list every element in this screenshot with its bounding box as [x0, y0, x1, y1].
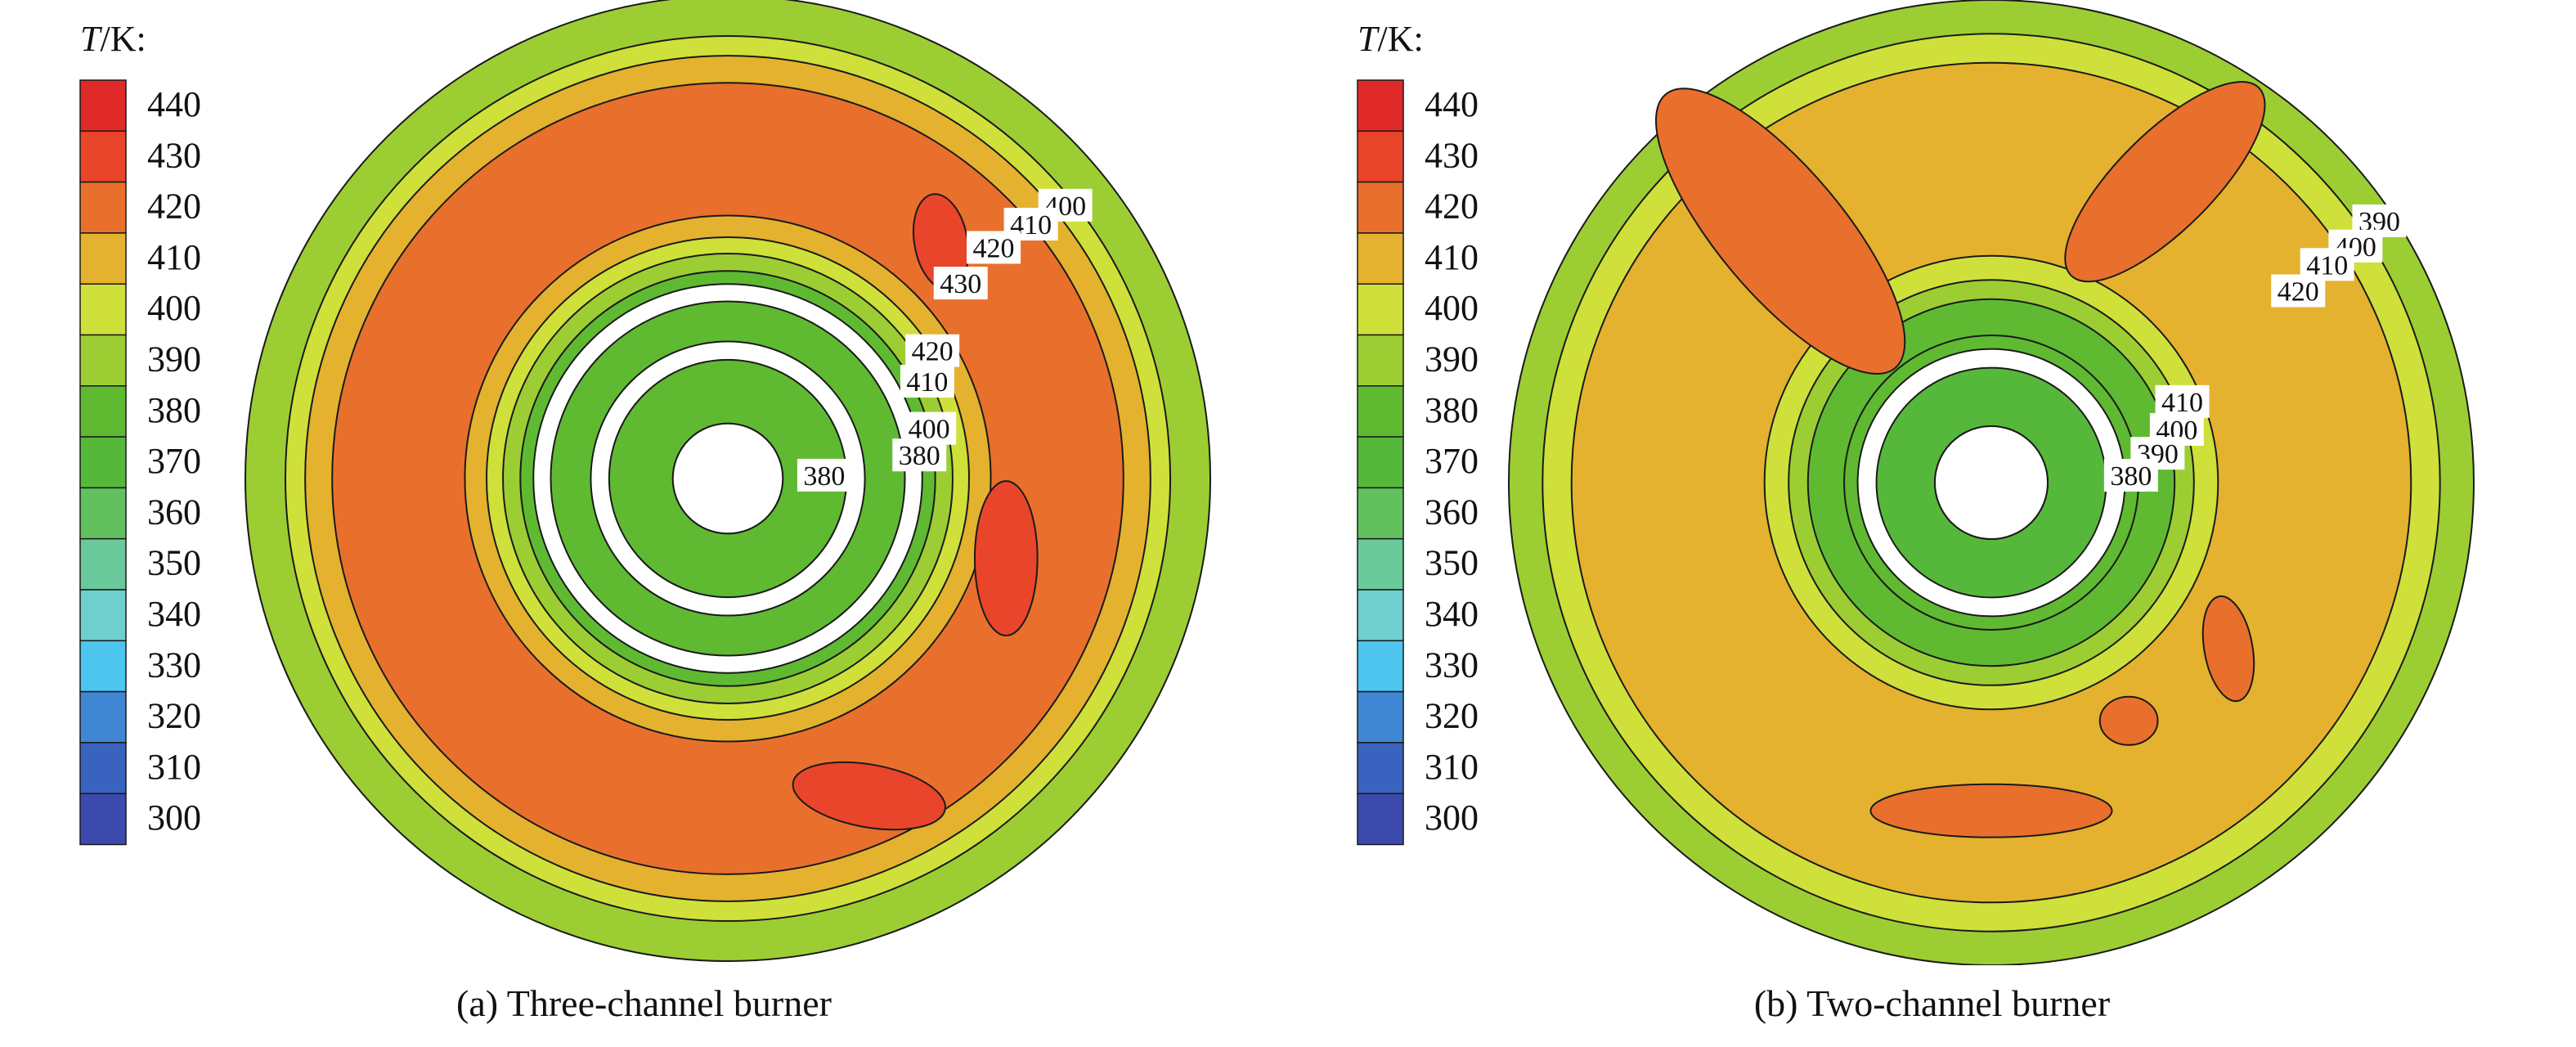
colorbar-band: [79, 436, 127, 489]
colorbar-tick-label: 410: [147, 237, 201, 277]
colorbar-title: T/K:: [80, 19, 146, 59]
panel-two-channel: T/K: 440 430 420 410 400 390 380 370 360 350 340 33…: [1288, 0, 2576, 1047]
colorbar-band: [79, 793, 127, 846]
contour-label-bg: [2155, 384, 2210, 418]
colorbar-band: [1357, 690, 1404, 744]
burner-center-hole: [1933, 425, 2049, 541]
contour-label-bg: [905, 334, 960, 367]
colorbar-tick-label: 420: [1425, 186, 1479, 227]
colorbar-band: [1357, 79, 1404, 133]
colorbar-band: [79, 742, 127, 794]
colorbar-band: [1357, 232, 1404, 285]
colorbar-band: [1357, 130, 1404, 183]
contour-label: 430: [940, 269, 981, 299]
contour-label: 410: [2161, 388, 2203, 418]
caption: (b) Two-channel burner: [1753, 982, 2111, 1024]
colorbar-tick-label: 350: [1425, 543, 1479, 583]
hot-spot-region: [973, 480, 1039, 636]
colorbar-tick-label: 330: [1425, 645, 1479, 685]
contour-label-bg: [2103, 459, 2158, 492]
caption: (a) Three-channel burner: [456, 982, 832, 1024]
contour-label: 380: [899, 441, 940, 471]
contour-label: 410: [906, 367, 948, 398]
hot-spot-region: [2064, 81, 2266, 283]
colorbar-band: [1357, 793, 1404, 846]
contour-label: 380: [803, 461, 845, 492]
colorbar-tick-label: 430: [1425, 135, 1479, 175]
colorbar-tick-label: 440: [1425, 84, 1479, 124]
contour-label-bg: [797, 458, 851, 492]
contour-label-bg: [967, 231, 1021, 264]
colorbar-tick-label: 320: [147, 696, 201, 736]
colorbar-tick-label: 360: [1425, 492, 1479, 532]
colorbar-band: [1357, 334, 1404, 387]
colorbar-band: [79, 130, 127, 183]
colorbar-title: T/K:: [1358, 19, 1424, 59]
hot-spot-region: [2098, 695, 2159, 746]
colorbar-band: [1357, 385, 1404, 438]
colorbar-band: [1357, 487, 1404, 540]
colorbar-tick-label: 310: [147, 747, 201, 787]
colorbar-tick-label: 300: [1425, 798, 1479, 838]
colorbar-band: [79, 690, 127, 744]
colorbar-band: [1357, 283, 1404, 336]
colorbar-band: [1357, 181, 1404, 234]
contour-label-bg: [933, 267, 988, 300]
colorbar-band: [79, 334, 127, 387]
colorbar-band: [1357, 640, 1404, 693]
colorbar-tick-label: 410: [1425, 237, 1479, 277]
colorbar-tick-label: 360: [147, 492, 201, 532]
colorbar-tick-label: 330: [147, 645, 201, 685]
contour-chart-two-channel: T/K: 440 430 420 410 400 390 380 370 360 350 340 33…: [1357, 0, 2475, 965]
colorbar-tick-label: 400: [1425, 288, 1479, 328]
colorbar-tick-label: 320: [1425, 696, 1479, 736]
colorbar-band: [79, 181, 127, 234]
colorbar-tick-label: 340: [147, 594, 201, 634]
contour-chart-three-channel: T/K: 44043042041040039038037036035034033…: [79, 0, 1211, 962]
colorbar: T/K: 440 430 420 410 400 390 380 370 360 350 340 33…: [79, 19, 201, 846]
hot-spot-region: [2201, 595, 2255, 703]
contour-label: 420: [973, 233, 1015, 263]
colorbar-band: [1357, 742, 1404, 794]
colorbar-tick-label: 430: [147, 135, 201, 175]
hot-spot-region: [1869, 783, 2113, 838]
contour-label-bg: [900, 365, 954, 398]
colorbar-band: [79, 640, 127, 693]
hot-spot-region: [792, 761, 946, 831]
colorbar-tick-label: 420: [147, 186, 201, 227]
colorbar-band: [1357, 589, 1404, 642]
colorbar-tick-label: 400: [147, 288, 201, 328]
hot-spot-region: [1654, 88, 1906, 375]
colorbar-tick-label: 390: [1425, 339, 1479, 380]
colorbar-tick-label: 370: [147, 441, 201, 481]
colorbar-tick-label: 380: [1425, 390, 1479, 430]
panel-three-channel: T/K: 440 430 420 410 400 390 380 370 360 350 340 33…: [79, 0, 1211, 1024]
colorbar-band: [1357, 537, 1404, 591]
colorbar-band: [79, 537, 127, 591]
contour-label: 420: [912, 337, 954, 367]
contour-label-bg: [2271, 274, 2326, 308]
colorbar-band: [79, 487, 127, 540]
colorbar-tick-label: 370: [1425, 441, 1479, 481]
colorbar-tick-label: 390: [147, 339, 201, 380]
contour-label-bg: [892, 438, 947, 472]
colorbar-band: [1357, 436, 1404, 489]
contour-label: 380: [2110, 461, 2152, 492]
colorbar-band: [79, 283, 127, 336]
burner-center-hole: [671, 422, 784, 535]
colorbar-tick-label: 380: [147, 390, 201, 430]
colorbar-tick-label: 310: [1425, 747, 1479, 787]
colorbar-band: [79, 79, 127, 133]
colorbar-tick-label: 300: [147, 798, 201, 838]
colorbar-band: [79, 385, 127, 438]
colorbar-tick-label: 340: [1425, 594, 1479, 634]
colorbar: T/K: 440 430 420 410 400 390 380 370 360 350 340 33…: [1357, 19, 1479, 846]
contour-label: 420: [2278, 277, 2319, 308]
colorbar-tick-label: 440: [147, 84, 201, 124]
colorbar-tick-label: 350: [147, 543, 201, 583]
colorbar-band: [79, 589, 127, 642]
colorbar-band: [79, 232, 127, 285]
